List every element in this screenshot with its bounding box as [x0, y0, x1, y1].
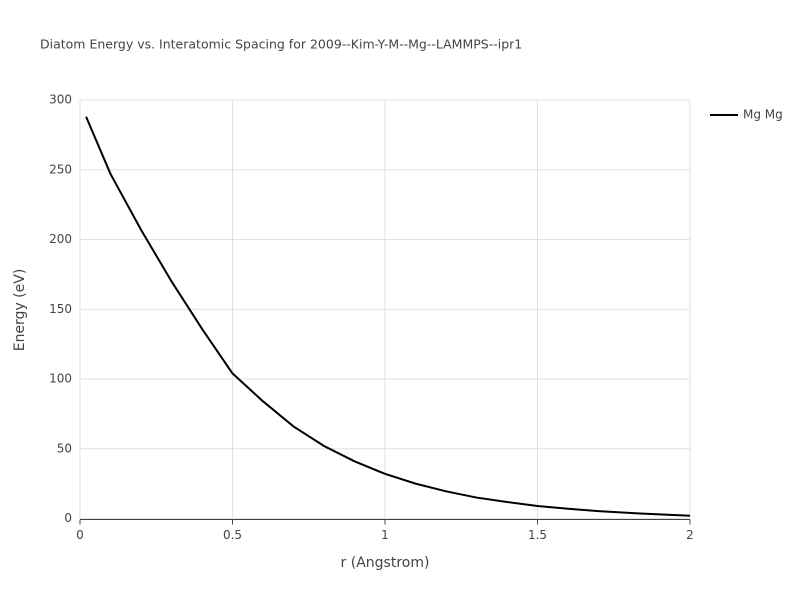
y-tick-label: 100: [49, 372, 72, 386]
y-tick-label: 50: [57, 441, 72, 455]
y-axis-label: Energy (eV): [12, 269, 28, 352]
y-tick-label: 200: [49, 232, 72, 246]
x-tick-label: 0: [76, 528, 84, 542]
x-axis-label: r (Angstrom): [341, 555, 430, 571]
legend-label: Mg Mg: [743, 108, 783, 122]
y-tick-label: 250: [49, 162, 72, 176]
series-line: [85, 116, 691, 517]
x-tick-label: 0.5: [223, 528, 242, 542]
y-tick-label: 300: [49, 93, 72, 107]
chart-title: Diatom Energy vs. Interatomic Spacing fo…: [40, 37, 522, 52]
x-tick-label: 1: [381, 528, 389, 542]
y-tick-label: 0: [64, 511, 72, 525]
x-tick-label: 2: [686, 528, 694, 542]
x-tick-label: 1.5: [528, 528, 547, 542]
y-tick-label: 150: [49, 302, 72, 316]
